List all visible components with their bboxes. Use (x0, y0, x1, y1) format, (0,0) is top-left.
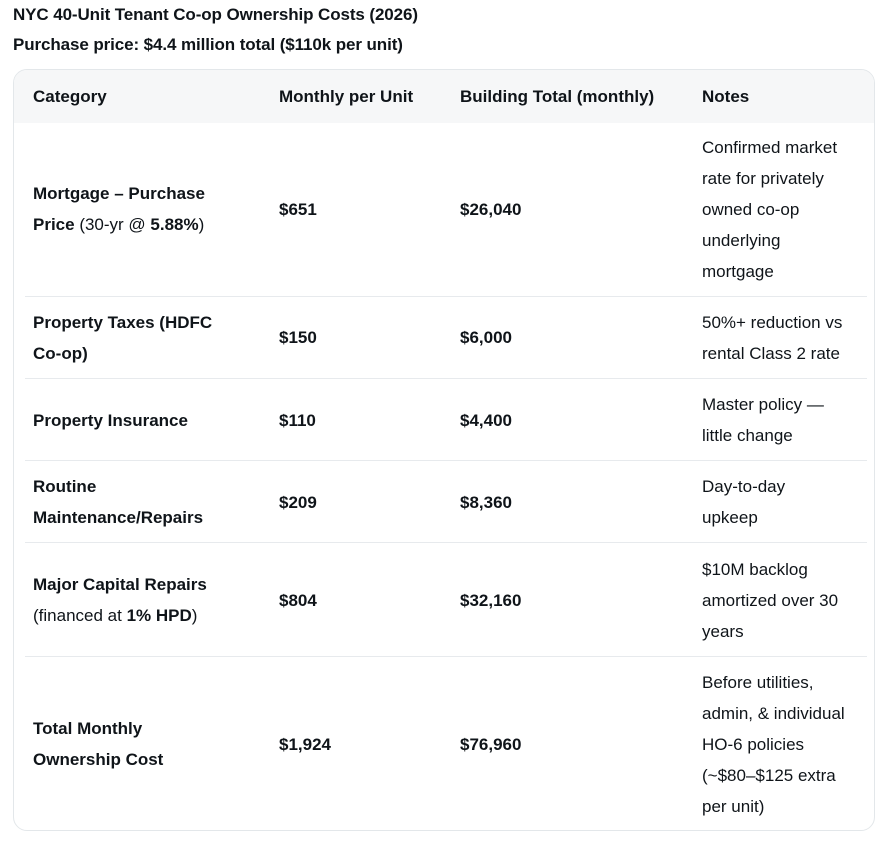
row-category: Property Insurance (33, 405, 263, 436)
category-line: Ownership Cost (33, 750, 164, 769)
category-line: Price (33, 215, 75, 234)
note-line: 50%+ reduction vs (702, 313, 843, 332)
category-line: Routine (33, 477, 97, 496)
row-notes: 50%+ reduction vs rental Class 2 rate (702, 307, 867, 369)
category-line: Co-op) (33, 344, 88, 363)
row-per-unit: $804 (279, 591, 317, 610)
row-per-unit: $110 (279, 411, 316, 430)
note-line: mortgage (702, 262, 774, 281)
row-divider (25, 378, 867, 379)
note-line: owned co-op (702, 200, 800, 219)
note-line: little change (702, 426, 793, 445)
note-line: $10M backlog (702, 560, 808, 579)
note-line: per unit) (702, 797, 765, 816)
note-line: years (702, 622, 744, 641)
category-line: Property Insurance (33, 411, 188, 430)
row-per-unit: $150 (279, 328, 317, 347)
row-per-unit: $651 (279, 200, 317, 219)
category-line: Maintenance/Repairs (33, 508, 204, 527)
page-title: NYC 40-Unit Tenant Co-op Ownership Costs… (13, 5, 418, 24)
row-divider (25, 296, 867, 297)
row-category: Routine Maintenance/Repairs (33, 471, 263, 533)
note-line: Before utilities, (702, 673, 814, 692)
category-line: Major Capital Repairs (33, 575, 207, 594)
category-detail-end: ) (198, 215, 205, 234)
note-line: Confirmed market (702, 138, 838, 157)
row-notes: Master policy — little change (702, 389, 867, 451)
page-subtitle: Purchase price: $4.4 million total ($110… (13, 35, 403, 54)
row-per-unit: $209 (279, 493, 317, 512)
category-line: Total Monthly (33, 719, 143, 738)
row-category: Total Monthly Ownership Cost (33, 713, 263, 775)
row-category: Mortgage – Purchase Price (30-yr @ 5.88%… (33, 178, 263, 240)
row-building-total: $76,960 (460, 735, 522, 754)
row-category: Property Taxes (HDFC Co-op) (33, 307, 263, 369)
note-line: Master policy — (702, 395, 824, 414)
rate-value: 1% HPD (126, 606, 192, 625)
column-header-monthly-per-unit: Monthly per Unit (279, 87, 414, 106)
row-building-total: $8,360 (460, 493, 512, 512)
note-line: rental Class 2 rate (702, 344, 840, 363)
cost-table: Category Monthly per Unit Building Total… (13, 69, 875, 831)
row-per-unit: $1,924 (279, 735, 331, 754)
rate-value: 5.88% (150, 215, 199, 234)
note-line: rate for privately (702, 169, 824, 188)
row-building-total: $4,400 (460, 411, 512, 430)
table-header: Category Monthly per Unit Building Total… (14, 70, 874, 123)
row-notes: Confirmed market rate for privately owne… (702, 132, 867, 287)
row-category: Major Capital Repairs (financed at 1% HP… (33, 569, 263, 631)
note-line: HO-6 policies (702, 735, 805, 754)
column-header-notes: Notes (702, 87, 750, 106)
note-line: Day-to-day (702, 477, 786, 496)
column-header-building-total: Building Total (monthly) (460, 87, 655, 106)
row-building-total: $6,000 (460, 328, 512, 347)
column-header-category: Category (33, 87, 107, 106)
note-line: upkeep (702, 508, 758, 527)
row-notes: $10M backlog amortized over 30 years (702, 554, 867, 647)
note-line: underlying (702, 231, 781, 250)
note-line: admin, & individual (702, 704, 845, 723)
row-notes: Before utilities, admin, & individual HO… (702, 667, 867, 822)
row-divider (25, 460, 867, 461)
category-detail: (financed at (33, 606, 127, 625)
row-building-total: $26,040 (460, 200, 522, 219)
note-line: (~$80–$125 extra (702, 766, 836, 785)
category-detail-end: ) (191, 606, 198, 625)
row-notes: Day-to-day upkeep (702, 471, 867, 533)
row-divider (25, 656, 867, 657)
row-divider (25, 542, 867, 543)
category-line: Property Taxes (HDFC (33, 313, 213, 332)
category-detail: (30-yr @ (74, 215, 151, 234)
note-line: amortized over 30 (702, 591, 839, 610)
category-line: Mortgage – Purchase (33, 184, 205, 203)
row-building-total: $32,160 (460, 591, 522, 610)
